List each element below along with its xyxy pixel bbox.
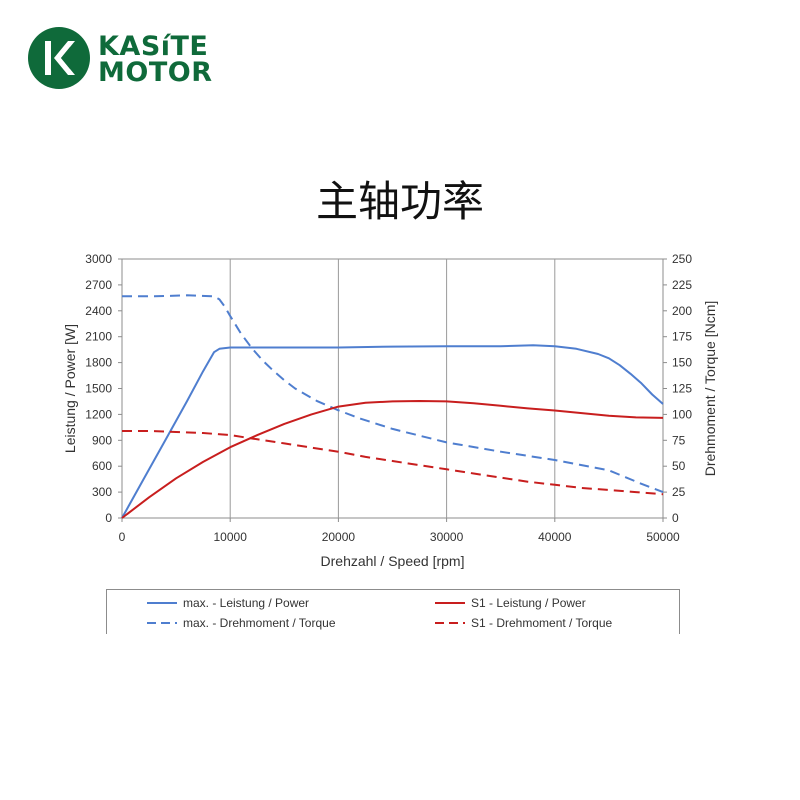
y-tick-label: 300 bbox=[92, 485, 112, 499]
series-line-3 bbox=[122, 430, 664, 496]
series-line-0 bbox=[121, 344, 664, 519]
legend-item-s1-torque: S1 - Drehmoment / Torque bbox=[435, 616, 612, 630]
brand-line-2: MOTOR bbox=[98, 57, 213, 88]
y-tick-label: 1800 bbox=[85, 356, 112, 370]
y2-tick-label: 175 bbox=[672, 330, 692, 344]
legend-label: S1 - Leistung / Power bbox=[471, 596, 586, 610]
y2-tick-label: 100 bbox=[672, 407, 692, 421]
legend-label: max. - Leistung / Power bbox=[183, 596, 310, 610]
x-tick-label: 20000 bbox=[322, 530, 356, 544]
x-axis-label: Drehzahl / Speed [rpm] bbox=[321, 553, 465, 569]
y-tick-label: 2100 bbox=[85, 330, 112, 344]
legend-swatch-dashed-red bbox=[435, 622, 465, 624]
kasite-logo-icon bbox=[28, 27, 90, 89]
y2-tick-label: 250 bbox=[672, 252, 692, 266]
y-tick-label: 1500 bbox=[85, 382, 112, 396]
y-tick-label: 2400 bbox=[85, 304, 112, 318]
x-tick-label: 0 bbox=[119, 530, 126, 544]
y-axis-label: Leistung / Power [W] bbox=[62, 324, 78, 453]
brand-name: KASíTE MOTOR bbox=[98, 31, 213, 88]
x-tick-label: 40000 bbox=[538, 530, 572, 544]
y-tick-label: 600 bbox=[92, 459, 112, 473]
y2-tick-label: 225 bbox=[672, 278, 692, 292]
legend-item-max-power: max. - Leistung / Power bbox=[147, 596, 309, 610]
legend-swatch-solid-blue bbox=[147, 602, 177, 604]
legend-swatch-dashed-blue bbox=[147, 622, 177, 624]
y2-tick-label: 25 bbox=[672, 485, 686, 499]
legend-item-s1-power: S1 - Leistung / Power bbox=[435, 596, 586, 610]
y-tick-label: 900 bbox=[92, 433, 112, 447]
y2-tick-label: 0 bbox=[672, 511, 679, 525]
y-tick-label: 2700 bbox=[85, 278, 112, 292]
y2-tick-label: 50 bbox=[672, 459, 686, 473]
chart-legend: max. - Leistung / Power max. - Drehmomen… bbox=[106, 589, 680, 634]
series-line-1 bbox=[122, 294, 664, 494]
y-tick-label: 3000 bbox=[85, 252, 112, 266]
legend-swatch-solid-red bbox=[435, 602, 465, 604]
y-tick-label: 0 bbox=[105, 511, 112, 525]
y-tick-label: 1200 bbox=[85, 407, 112, 421]
legend-label: S1 - Drehmoment / Torque bbox=[471, 616, 613, 630]
plot-area bbox=[121, 258, 664, 519]
x-tick-label: 50000 bbox=[646, 530, 680, 544]
series-line-2 bbox=[121, 400, 664, 519]
brand-line-1: KASíTE bbox=[98, 31, 209, 62]
x-tick-label: 10000 bbox=[214, 530, 248, 544]
legend-item-max-torque: max. - Drehmoment / Torque bbox=[147, 616, 336, 630]
y2-tick-label: 75 bbox=[672, 433, 686, 447]
page-title: 主轴功率 bbox=[315, 177, 484, 226]
y2-tick-label: 150 bbox=[672, 356, 692, 370]
y2-tick-label: 125 bbox=[672, 382, 692, 396]
legend-label: max. - Drehmoment / Torque bbox=[183, 616, 336, 630]
x-tick-label: 30000 bbox=[430, 530, 464, 544]
y2-axis-label: Drehmoment / Torque [Ncm] bbox=[702, 301, 718, 477]
y2-tick-label: 200 bbox=[672, 304, 692, 318]
